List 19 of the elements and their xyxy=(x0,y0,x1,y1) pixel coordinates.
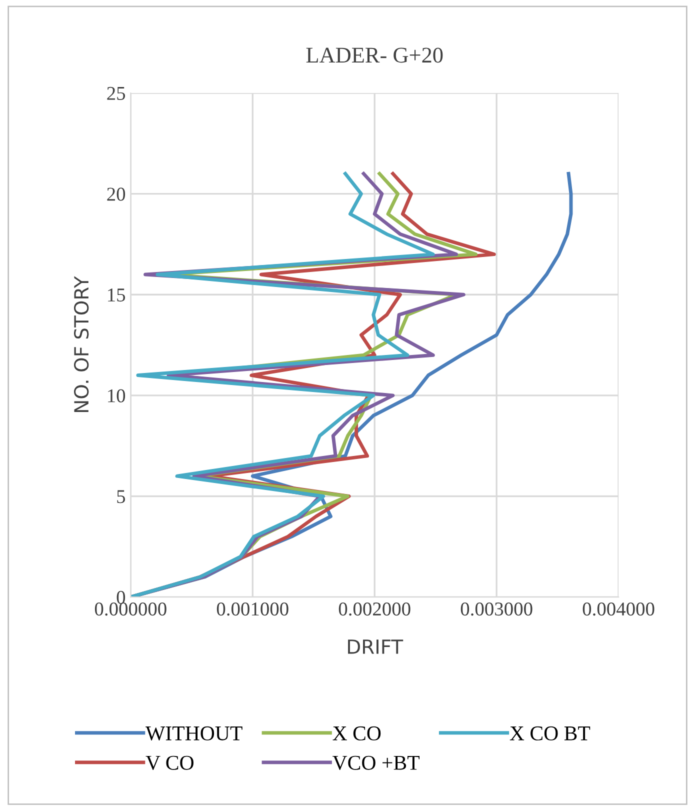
chart-title: LADER- G+20 xyxy=(306,48,443,63)
x-tick-label: 0.003000 xyxy=(460,602,532,616)
legend-label: V CO xyxy=(146,756,194,770)
y-tick-label: 15 xyxy=(108,288,126,302)
legend-label: X CO xyxy=(332,726,381,740)
legend-label: WITHOUT xyxy=(146,726,242,741)
y-axis-title: NO. OF STORY xyxy=(74,276,89,412)
x-axis-title: DRIFT xyxy=(348,640,404,654)
legend-label: X CO BT xyxy=(510,726,590,740)
y-tick-label: 10 xyxy=(108,389,126,402)
y-tick-label: 5 xyxy=(117,490,126,504)
y-tick-label: 0 xyxy=(116,590,126,604)
y-tick-label: 25 xyxy=(107,86,126,100)
y-tick-label: 20 xyxy=(107,188,126,201)
x-tick-label: 0.002000 xyxy=(338,602,410,616)
x-tick-label: 0.004000 xyxy=(582,602,654,616)
legend-label: VCO +BT xyxy=(332,756,420,770)
x-tick-label: 0.001000 xyxy=(216,602,288,616)
x-tick-label: 0.000000 xyxy=(94,602,166,616)
